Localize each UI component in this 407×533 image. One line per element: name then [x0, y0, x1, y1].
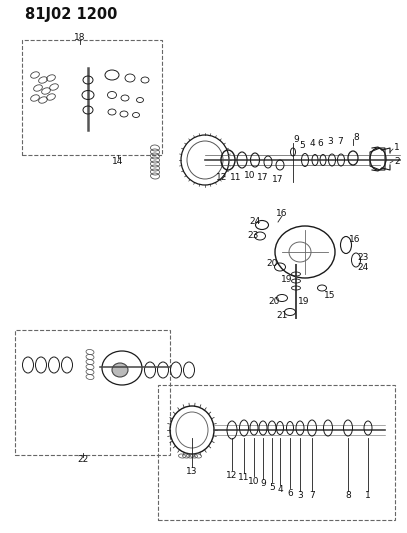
Text: 16: 16 [349, 236, 361, 245]
Text: 19: 19 [298, 297, 310, 306]
Text: 2: 2 [394, 157, 400, 166]
Text: 4: 4 [277, 486, 283, 495]
Text: 20: 20 [268, 297, 280, 306]
Text: 5: 5 [269, 482, 275, 491]
Text: 14: 14 [112, 157, 124, 166]
Bar [22, 40, 162, 155]
Text: 18: 18 [74, 33, 86, 42]
Text: 1: 1 [394, 143, 400, 152]
Text: 23: 23 [357, 253, 369, 262]
Text: 20: 20 [266, 260, 278, 269]
Text: 81J02 1200: 81J02 1200 [25, 6, 117, 21]
Text: 24: 24 [357, 262, 369, 271]
Text: 3: 3 [297, 491, 303, 500]
Text: 24: 24 [249, 217, 260, 227]
Text: 10: 10 [248, 477, 260, 486]
Text: 13: 13 [186, 467, 198, 477]
Text: 17: 17 [272, 175, 284, 184]
Text: 12: 12 [216, 174, 228, 182]
Ellipse shape [112, 363, 128, 377]
Text: 12: 12 [226, 471, 238, 480]
Text: 15: 15 [324, 290, 336, 300]
Text: 10: 10 [244, 171, 256, 180]
Text: 6: 6 [317, 139, 323, 148]
Text: 6: 6 [287, 489, 293, 497]
Text: 4: 4 [309, 140, 315, 149]
Text: 7: 7 [309, 491, 315, 500]
Bar [15, 330, 170, 455]
Text: 8: 8 [345, 491, 351, 500]
Text: 7: 7 [337, 136, 343, 146]
Text: 11: 11 [238, 473, 250, 482]
Text: 11: 11 [230, 174, 242, 182]
Text: 8: 8 [353, 133, 359, 141]
Text: 5: 5 [299, 141, 305, 150]
Text: 22: 22 [77, 456, 89, 464]
Text: 21: 21 [276, 311, 288, 319]
Text: 19: 19 [281, 276, 293, 285]
Text: 9: 9 [260, 480, 266, 489]
Text: 17: 17 [257, 174, 269, 182]
Text: 23: 23 [247, 230, 259, 239]
Text: 9: 9 [293, 134, 299, 143]
Text: 16: 16 [276, 208, 288, 217]
Bar [158, 385, 395, 520]
Text: 1: 1 [365, 491, 371, 500]
Text: 3: 3 [327, 138, 333, 147]
